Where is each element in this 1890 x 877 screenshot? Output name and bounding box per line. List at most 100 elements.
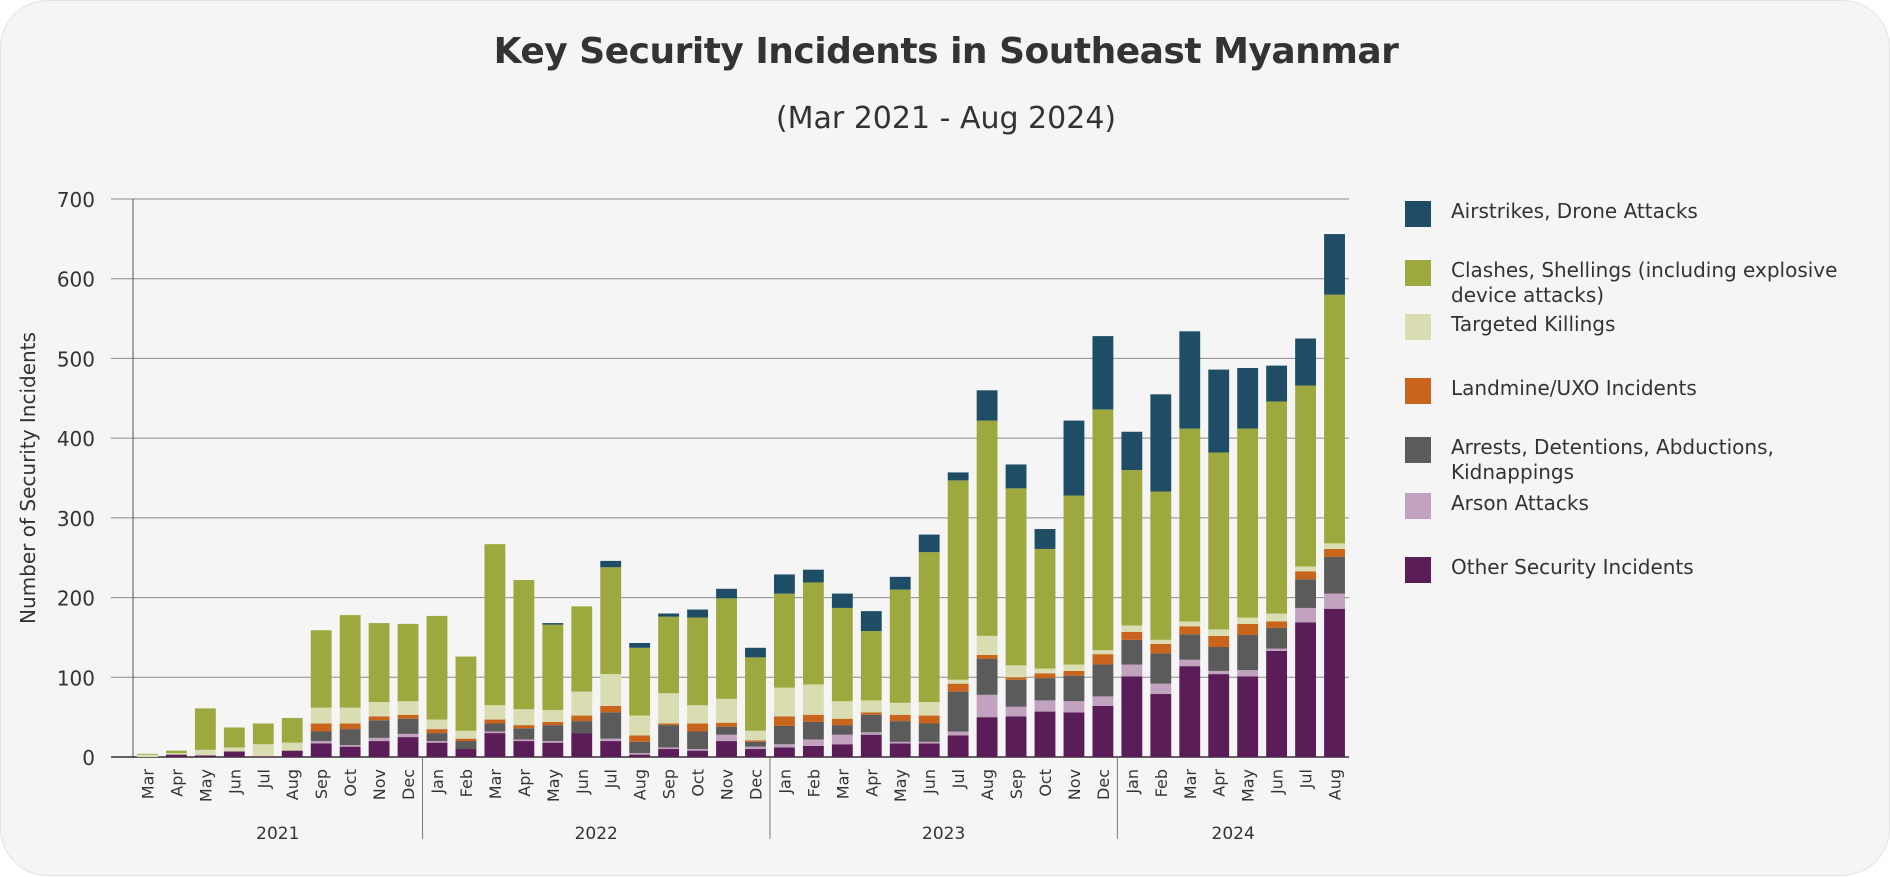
bar-segment-other	[1034, 711, 1056, 757]
x-tick-label: Nov	[718, 769, 737, 800]
legend-swatch	[1405, 493, 1431, 519]
bar-segment-clashes	[1208, 452, 1230, 630]
bar-segment-airstrikes	[600, 560, 622, 568]
bar-segment-landmine	[687, 723, 708, 732]
bar-segment-arrests	[397, 718, 419, 734]
bar-segment-airstrikes	[1324, 234, 1345, 295]
bar-segment-killings	[658, 693, 680, 724]
x-tick-label: Sep	[660, 769, 679, 799]
bar-segment-landmine	[571, 715, 593, 722]
y-tick-label: 300	[57, 507, 95, 531]
bar-segment-killings	[976, 635, 998, 655]
bar-segment-clashes	[571, 606, 593, 692]
bar-segment-clashes	[252, 723, 274, 745]
bar-segment-clashes	[166, 750, 187, 754]
bar-segment-arson	[1150, 683, 1172, 695]
x-tick-label: Nov	[1065, 769, 1084, 800]
bar-segment-arson	[918, 741, 940, 744]
bar-segment-landmine	[947, 683, 969, 692]
bar-segment-arson	[1121, 664, 1143, 677]
bar-segment-killings	[1237, 617, 1259, 624]
bar-segment-landmine	[918, 715, 940, 724]
year-label: 2024	[1212, 824, 1255, 844]
bar-segment-arson	[947, 731, 969, 736]
bar-segment-arrests	[1005, 679, 1027, 707]
bar-segment-airstrikes	[774, 574, 795, 594]
bar-segment-arson	[1179, 659, 1201, 667]
x-tick-label: Jan	[1123, 769, 1142, 795]
bar-segment-killings	[1034, 668, 1056, 674]
y-tick-label: 100	[57, 666, 95, 690]
bar-segment-killings	[1295, 566, 1316, 572]
bar-segment-airstrikes	[831, 593, 853, 608]
bar-segment-arrests	[860, 714, 882, 733]
bar-segment-arson	[339, 745, 361, 747]
bar-segment-arson	[1208, 670, 1230, 675]
legend-label: Other Security Incidents	[1451, 555, 1694, 579]
bar-segment-other	[716, 741, 737, 757]
bar-segment-killings	[745, 730, 766, 741]
bar-segment-other	[455, 749, 477, 757]
bar-segment-arrests	[976, 658, 998, 695]
x-tick-label: Mar	[138, 769, 157, 800]
x-tick-label: Feb	[457, 769, 476, 797]
bar-segment-arrests	[1208, 646, 1230, 671]
x-tick-label: Jun	[1268, 769, 1287, 795]
bar-segment-other	[831, 744, 853, 757]
bar-segment-landmine	[1266, 621, 1288, 628]
bar-segment-arrests	[831, 725, 853, 735]
y-tick-label: 200	[57, 587, 95, 611]
bar-segment-other	[860, 734, 882, 757]
x-tick-label: Jul	[1297, 769, 1316, 789]
bar-segment-arson	[802, 739, 824, 746]
bar-segment-other	[426, 742, 448, 757]
x-tick-label: Feb	[1152, 769, 1171, 797]
bar-segment-arrests	[484, 723, 506, 732]
bar-segment-arson	[1092, 696, 1114, 706]
bar-segment-other	[600, 741, 622, 757]
legend-label: Arrests, Detentions, Abductions, Kidnapp…	[1451, 435, 1774, 484]
bar-segment-killings	[918, 701, 940, 716]
bar-segment-landmine	[889, 714, 911, 722]
bar-segment-arson	[1237, 670, 1259, 677]
bar-segment-killings	[310, 707, 332, 724]
bar-segment-airstrikes	[1005, 464, 1027, 489]
bar-segment-landmine	[600, 705, 622, 713]
bar-segment-arrests	[1179, 634, 1201, 660]
x-tick-label: Oct	[341, 769, 360, 797]
legend-label: Clashes, Shellings (including explosive …	[1451, 258, 1838, 307]
bar-segment-arson	[426, 741, 448, 743]
bar-segment-airstrikes	[687, 609, 708, 618]
bar-segment-clashes	[1266, 401, 1288, 614]
bar-segment-airstrikes	[629, 643, 651, 648]
bar-segment-arrests	[368, 720, 390, 738]
bar-segment-landmine	[455, 738, 477, 742]
y-tick-label: 0	[82, 746, 95, 770]
bar-segment-landmine	[860, 712, 882, 715]
bar-segment-airstrikes	[1034, 529, 1056, 549]
bar-segment-airstrikes	[1092, 336, 1114, 410]
bar-segment-other	[629, 754, 651, 757]
bar-segment-airstrikes	[1237, 367, 1259, 429]
bar-segment-other	[484, 733, 506, 757]
legend-label: Targeted Killings	[1451, 312, 1616, 336]
bar-segment-clashes	[484, 544, 506, 706]
bar-segment-arrests	[426, 733, 448, 742]
bar-segment-arson	[310, 741, 332, 744]
bar-segment-other	[1324, 608, 1345, 757]
bar-segment-other	[918, 743, 940, 757]
bar-segment-landmine	[1208, 635, 1230, 647]
bar-segment-arson	[1324, 593, 1345, 609]
year-label: 2021	[256, 824, 299, 844]
bar-segment-airstrikes	[1150, 394, 1172, 492]
bar-segment-arrests	[1295, 579, 1316, 608]
bar-segment-arrests	[918, 723, 940, 742]
bar-segment-landmine	[716, 722, 737, 727]
x-tick-label: Apr	[1210, 769, 1229, 797]
bar-segment-clashes	[687, 617, 708, 706]
bar-segment-clashes	[339, 615, 361, 708]
bar-segment-other	[1208, 674, 1230, 757]
bar-segment-killings	[1150, 639, 1172, 644]
bar-segment-killings	[571, 691, 593, 716]
